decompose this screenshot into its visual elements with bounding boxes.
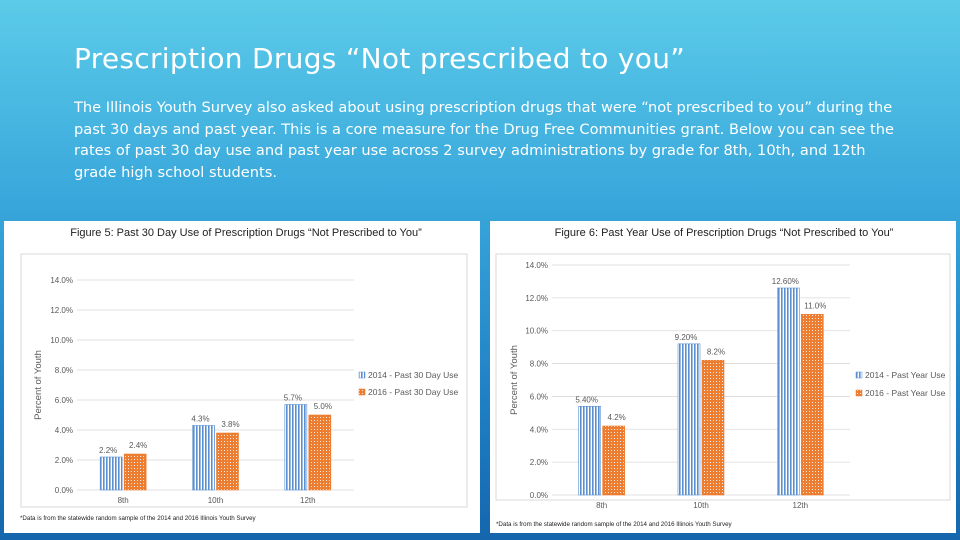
bar-2016-8th bbox=[123, 453, 147, 491]
y-axis-label: Percent of Youth bbox=[33, 350, 44, 420]
bar-2016-12th bbox=[801, 313, 824, 496]
data-label: 9.20% bbox=[675, 333, 698, 342]
chart-title: Figure 6: Past Year Use of Prescription … bbox=[555, 227, 894, 239]
y-tick-label: 6.0% bbox=[55, 396, 73, 405]
legend-swatch bbox=[358, 371, 366, 379]
y-tick-label: 10.0% bbox=[525, 327, 548, 336]
y-tick-label: 12.0% bbox=[525, 294, 548, 303]
y-axis-label: Percent of Youth bbox=[509, 345, 520, 415]
legend-label: 2016 - Past 30 Day Use bbox=[368, 387, 459, 397]
x-tick-label: 8th bbox=[118, 496, 129, 505]
data-label: 12.60% bbox=[772, 277, 799, 286]
data-label: 5.40% bbox=[575, 395, 598, 404]
x-tick-label: 8th bbox=[596, 501, 607, 510]
x-tick-label: 12th bbox=[300, 496, 316, 505]
chart-frame bbox=[495, 253, 951, 501]
x-tick-label: 12th bbox=[793, 501, 809, 510]
figure-6-panel: Figure 6: Past Year Use of Prescription … bbox=[490, 221, 956, 533]
legend-swatch bbox=[358, 388, 366, 396]
chart-footnote: *Data is from the statewide random sampl… bbox=[496, 521, 733, 528]
slide-title: Prescription Drugs “Not prescribed to yo… bbox=[74, 42, 686, 75]
data-label: 5.0% bbox=[314, 402, 332, 411]
y-tick-label: 4.0% bbox=[55, 426, 73, 435]
y-tick-label: 8.0% bbox=[55, 366, 73, 375]
bar-2016-8th bbox=[602, 425, 625, 496]
bar-2016-10th bbox=[216, 432, 239, 491]
chart-title: Figure 5: Past 30 Day Use of Prescriptio… bbox=[70, 227, 422, 239]
y-tick-label: 0.0% bbox=[530, 491, 548, 500]
x-tick-label: 10th bbox=[208, 496, 224, 505]
data-label: 5.7% bbox=[284, 394, 302, 403]
data-label: 4.3% bbox=[191, 415, 209, 424]
y-tick-label: 14.0% bbox=[50, 276, 73, 285]
data-label: 11.0% bbox=[804, 301, 826, 310]
legend-label: 2014 - Past 30 Day Use bbox=[368, 370, 459, 380]
bar-2016-12th bbox=[308, 414, 332, 491]
bar-2014-8th bbox=[99, 456, 123, 491]
data-label: 3.8% bbox=[221, 420, 239, 429]
legend-label: 2014 - Past Year Use bbox=[865, 370, 946, 380]
y-tick-label: 10.0% bbox=[50, 336, 73, 345]
legend-swatch bbox=[855, 371, 863, 379]
slide-body-text: The Illinois Youth Survey also asked abo… bbox=[74, 97, 894, 183]
bar-2014-10th bbox=[192, 425, 215, 491]
body-paragraph: The Illinois Youth Survey also asked abo… bbox=[74, 99, 894, 181]
data-label: 2.4% bbox=[129, 441, 147, 450]
bar-2014-10th bbox=[677, 343, 701, 496]
data-label: 8.2% bbox=[707, 347, 725, 356]
data-label: 2.2% bbox=[99, 446, 117, 455]
y-tick-label: 4.0% bbox=[530, 425, 548, 434]
data-label: 4.2% bbox=[608, 413, 626, 422]
x-tick-label: 10th bbox=[693, 501, 709, 510]
figure-6-chart: Figure 6: Past Year Use of Prescription … bbox=[495, 227, 951, 528]
figure-5-chart: Figure 5: Past 30 Day Use of Prescriptio… bbox=[20, 227, 468, 522]
bar-2016-10th bbox=[701, 359, 725, 496]
bar-2014-12th bbox=[284, 404, 308, 491]
y-tick-label: 2.0% bbox=[530, 458, 548, 467]
y-tick-label: 0.0% bbox=[55, 486, 73, 495]
chart-footnote: *Data is from the statewide random sampl… bbox=[20, 515, 257, 522]
y-tick-label: 2.0% bbox=[55, 456, 73, 465]
y-tick-label: 12.0% bbox=[50, 306, 73, 315]
figure-5-panel: Figure 5: Past 30 Day Use of Prescriptio… bbox=[4, 221, 480, 533]
legend-label: 2016 - Past Year Use bbox=[865, 388, 946, 398]
y-tick-label: 14.0% bbox=[525, 261, 548, 270]
bar-2014-8th bbox=[578, 405, 601, 496]
y-tick-label: 6.0% bbox=[530, 392, 548, 401]
y-tick-label: 8.0% bbox=[530, 360, 548, 369]
chart-frame bbox=[20, 253, 468, 508]
legend-swatch bbox=[855, 389, 863, 397]
bar-2014-12th bbox=[777, 287, 800, 496]
